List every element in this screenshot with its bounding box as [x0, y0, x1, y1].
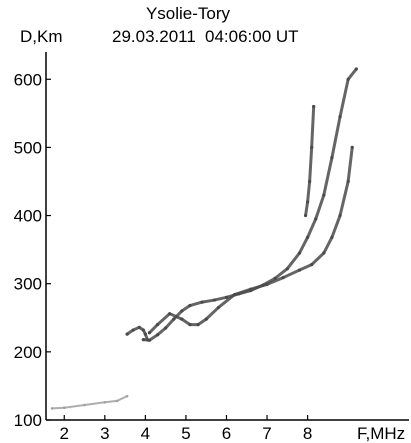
plot-area [50, 67, 358, 410]
data-point [265, 282, 269, 286]
data-point [338, 115, 342, 119]
data-point [164, 326, 168, 330]
series-line [141, 67, 358, 342]
x-tick-label: 7 [262, 424, 271, 443]
y-tick-label: 500 [14, 138, 42, 157]
data-point [310, 145, 314, 150]
data-point [338, 213, 342, 218]
series-line [147, 145, 354, 335]
y-axis-label: D,Km [20, 27, 63, 46]
series-trace [303, 104, 316, 218]
data-point [322, 251, 326, 255]
data-point [249, 287, 253, 291]
data-point [330, 156, 334, 160]
x-tick-label: 6 [222, 424, 231, 443]
y-tick-label: 300 [14, 275, 42, 294]
data-point [180, 317, 184, 321]
data-point [125, 394, 129, 398]
x-tick-label: 8 [303, 424, 312, 443]
x-tick-label: 2 [60, 424, 69, 443]
y-tick-label: 200 [14, 343, 42, 362]
y-tick-label: 400 [14, 207, 42, 226]
data-point [188, 303, 192, 308]
data-point [147, 331, 152, 335]
x-tick-label: 4 [141, 424, 150, 443]
data-point [131, 328, 135, 332]
data-point [224, 295, 229, 299]
series-line [304, 105, 316, 218]
data-point [297, 251, 302, 255]
data-point [188, 322, 192, 327]
data-point [232, 293, 237, 297]
data-point [172, 317, 176, 321]
data-point [297, 268, 302, 272]
data-point [212, 298, 216, 302]
data-point [350, 145, 354, 150]
data-point [312, 104, 316, 109]
data-point [330, 235, 334, 239]
data-point [137, 325, 141, 329]
data-point [180, 309, 184, 313]
series-trace [50, 394, 129, 410]
data-point [281, 275, 285, 280]
x-tick-label: 5 [181, 424, 190, 443]
series-trace [147, 145, 354, 335]
data-point [103, 400, 107, 404]
data-point [200, 300, 204, 304]
x-tick-label: 3 [100, 424, 109, 443]
data-point [216, 305, 220, 310]
data-point [346, 179, 350, 184]
data-point [155, 322, 160, 327]
data-point [168, 312, 172, 316]
y-axis-ticks: 100 200 300 400 500 600 [14, 70, 51, 430]
y-tick-label: 600 [14, 70, 42, 89]
data-point [303, 213, 308, 218]
data-point [115, 399, 119, 403]
series-trace [125, 325, 149, 342]
data-point [285, 267, 289, 271]
data-point [354, 67, 358, 71]
x-axis-label: F,MHz [357, 424, 405, 443]
chart-time: 04:06:00 UT [205, 27, 299, 46]
data-point [62, 406, 66, 410]
data-point [143, 332, 147, 336]
data-point [306, 200, 310, 204]
data-point [310, 263, 314, 267]
x-axis-ticks: 2 3 4 5 6 7 8 [60, 415, 312, 443]
data-point [306, 235, 310, 239]
data-point [141, 337, 145, 342]
chart-title: Ysolie-Tory [146, 4, 231, 23]
data-point [141, 328, 145, 332]
series-trace [141, 67, 358, 342]
data-point [50, 407, 54, 410]
data-point [155, 333, 160, 337]
data-point [308, 179, 312, 184]
data-point [125, 332, 129, 336]
data-point [314, 217, 318, 221]
data-point [83, 403, 86, 407]
y-tick-label: 100 [14, 411, 42, 430]
data-point [196, 322, 200, 327]
data-point [204, 317, 208, 321]
chart-date: 29.03.2011 [112, 27, 196, 46]
data-point [322, 193, 326, 197]
series-line [51, 395, 129, 410]
data-point [346, 77, 350, 81]
data-point [145, 337, 149, 342]
